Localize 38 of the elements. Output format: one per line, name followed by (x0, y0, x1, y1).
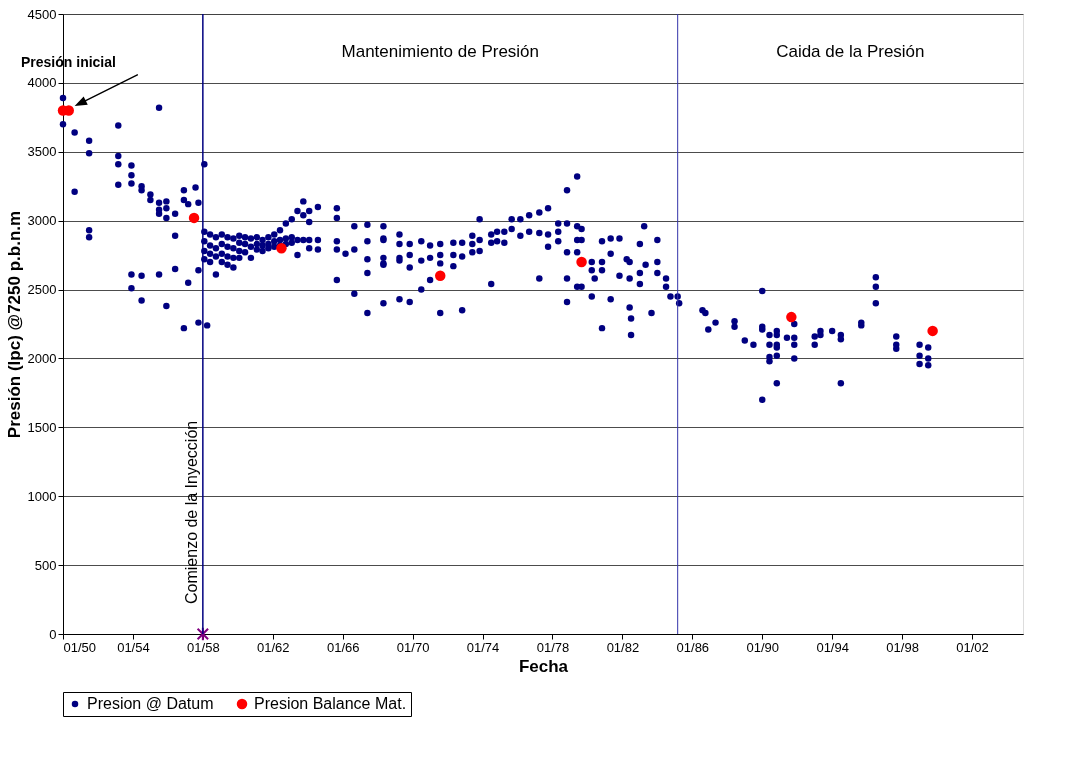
y-tick-label: 2000 (27, 350, 57, 366)
x-tick-label: 01/86 (676, 639, 710, 655)
point (786, 311, 797, 323)
y-tick-label: 2500 (27, 282, 57, 298)
y-axis-title: Presión (lpc) @7250 p.b.n.m (4, 210, 24, 439)
x-tick-label: 01/54 (117, 639, 150, 655)
x-tick-label: 01/50 (63, 639, 97, 655)
x-tick-label: 01/62 (257, 639, 290, 655)
annotation: Caida de la Presión (776, 42, 925, 61)
y-tick-label: 3000 (27, 213, 57, 229)
x-axis-title: Fecha (518, 656, 569, 676)
x-tick-label: 01/66 (326, 639, 360, 655)
point (196, 626, 210, 642)
x-tick-label: 01/90 (746, 639, 780, 655)
x-tick-label: 01/70 (396, 639, 430, 655)
annotation: Mantenimiento de Presión (341, 42, 540, 61)
point (188, 212, 200, 224)
y-tick-label: 0 (49, 626, 57, 642)
y-tick-label: 4000 (27, 75, 57, 91)
point (276, 242, 287, 254)
y-tick-label: 500 (34, 557, 57, 573)
x-tick-label: 01/74 (466, 639, 500, 655)
x-tick-label: 01/82 (606, 639, 640, 655)
point (576, 256, 587, 268)
y-tick-label: 4500 (27, 6, 57, 22)
x-tick-label: 01/02 (956, 639, 989, 655)
x-tick-label: 01/78 (536, 639, 570, 655)
y-tick-label: 3500 (27, 144, 57, 160)
point (435, 270, 446, 282)
y-tick-label: 1500 (27, 419, 57, 435)
x-tick-label: 01/58 (187, 639, 220, 655)
x-tick-label: 01/94 (816, 639, 849, 655)
point (927, 325, 938, 337)
legend-label: Presion Balance Mat. (254, 695, 407, 712)
y-tick-label: 1000 (27, 488, 57, 504)
ref-line-label: Comienzo de la Inyección (182, 420, 200, 604)
x-tick-label: 01/98 (886, 639, 919, 655)
legend-label: Presion @ Datum (87, 695, 214, 712)
